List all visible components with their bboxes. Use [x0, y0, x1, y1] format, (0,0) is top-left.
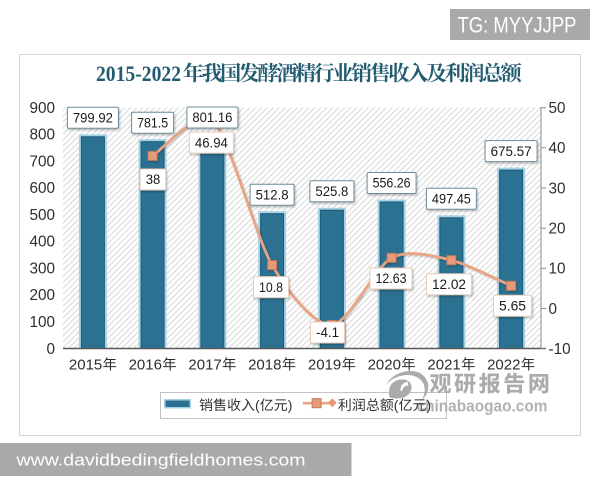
svg-text:2022: 2022 [487, 357, 520, 374]
svg-text:5.65: 5.65 [499, 298, 526, 314]
svg-text:556.26: 556.26 [373, 175, 411, 191]
svg-text:900: 900 [29, 100, 55, 117]
svg-text:512.8: 512.8 [256, 186, 289, 202]
svg-text:675.57: 675.57 [491, 143, 532, 159]
svg-text:-4.1: -4.1 [316, 324, 339, 340]
svg-text:): ) [427, 397, 432, 413]
svg-text:2015-2022: 2015-2022 [96, 61, 181, 86]
svg-text:525.8: 525.8 [315, 183, 348, 199]
svg-text:TG: MYYJJPP: TG: MYYJJPP [458, 13, 577, 38]
svg-text:700: 700 [29, 153, 55, 170]
svg-text:2018: 2018 [248, 357, 281, 374]
svg-text:chinabaogao.com: chinabaogao.com [417, 398, 548, 416]
svg-text:30: 30 [549, 180, 566, 197]
svg-text:781.5: 781.5 [137, 114, 168, 130]
svg-text:www.davidbedingfieldhomes.com: www.davidbedingfieldhomes.com [15, 452, 305, 470]
svg-text:400: 400 [29, 234, 55, 251]
svg-text:50: 50 [549, 100, 566, 117]
svg-text:497.45: 497.45 [432, 191, 471, 207]
svg-text:2016: 2016 [129, 357, 162, 374]
svg-text:100: 100 [29, 314, 55, 331]
svg-text:2015: 2015 [69, 357, 102, 374]
svg-text:10: 10 [549, 261, 566, 278]
svg-text:): ) [288, 397, 293, 413]
svg-text:500: 500 [29, 207, 55, 224]
svg-text:0: 0 [549, 301, 558, 318]
svg-text:0: 0 [46, 341, 55, 358]
svg-text:12.63: 12.63 [376, 270, 407, 286]
svg-text:2017: 2017 [188, 357, 221, 374]
svg-text:46.94: 46.94 [195, 134, 228, 150]
svg-text:(: ( [255, 397, 260, 413]
svg-text:38: 38 [146, 171, 161, 187]
svg-text:801.16: 801.16 [192, 109, 232, 125]
svg-text:799.92: 799.92 [73, 110, 113, 126]
svg-text:20: 20 [549, 221, 566, 238]
svg-text:10.8: 10.8 [259, 279, 283, 295]
svg-text:40: 40 [549, 140, 566, 157]
svg-text:(: ( [394, 397, 399, 413]
svg-text:2019: 2019 [308, 357, 341, 374]
svg-text:12.02: 12.02 [432, 276, 466, 292]
svg-text:2021: 2021 [427, 357, 460, 374]
svg-text:2020: 2020 [368, 357, 401, 374]
svg-text:800: 800 [29, 127, 55, 144]
svg-text:300: 300 [29, 261, 55, 278]
svg-text:200: 200 [29, 287, 55, 304]
svg-text:600: 600 [29, 180, 55, 197]
svg-text:-10: -10 [549, 341, 571, 358]
